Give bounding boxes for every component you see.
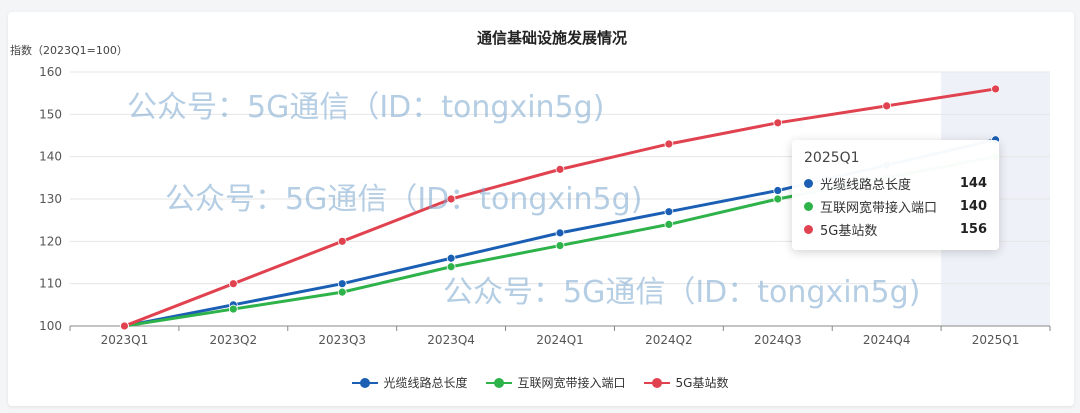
x-tick-label: 2024Q1	[536, 333, 584, 347]
data-point[interactable]	[882, 101, 892, 111]
legend-label: 光缆线路总长度	[383, 376, 468, 390]
chart-tooltip: 2025Q1 光缆线路总长度 144 互联网宽带接入端口 140 5G基站数 1…	[792, 140, 999, 250]
x-tick-label: 2023Q3	[318, 333, 366, 347]
tooltip-row: 光缆线路总长度 144	[804, 172, 987, 195]
data-point[interactable]	[120, 321, 129, 331]
y-tick-label: 120	[39, 234, 62, 248]
tooltip-series-value: 156	[959, 222, 987, 237]
y-axis-label: 指数（2023Q1=100）	[10, 43, 128, 57]
legend-label: 互联网宽带接入端口	[517, 376, 626, 390]
series-dot-icon	[804, 225, 813, 234]
legend-line-icon	[351, 377, 378, 388]
tooltip-series-value: 144	[959, 176, 987, 191]
x-tick-label: 2024Q4	[863, 333, 911, 347]
data-point[interactable]	[337, 287, 347, 297]
series-dot-icon	[804, 202, 813, 211]
tooltip-series-name: 光缆线路总长度	[820, 178, 912, 193]
x-tick-label: 2025Q1	[972, 333, 1020, 347]
x-tick-label: 2023Q2	[210, 333, 258, 347]
data-point[interactable]	[446, 262, 456, 272]
y-tick-label: 150	[39, 107, 62, 121]
tooltip-series-name: 互联网宽带接入端口	[820, 201, 938, 216]
data-point[interactable]	[337, 236, 347, 246]
data-point[interactable]	[337, 279, 347, 289]
chart-legend: 光缆线路总长度 互联网宽带接入端口 5G基站数	[0, 374, 1080, 391]
y-tick-label: 100	[39, 319, 62, 333]
tooltip-series-value: 140	[959, 199, 987, 214]
tooltip-row: 互联网宽带接入端口 140	[804, 195, 987, 218]
legend-line-icon	[485, 377, 512, 388]
data-point[interactable]	[446, 194, 456, 204]
y-tick-label: 110	[39, 277, 62, 291]
data-point[interactable]	[991, 84, 1000, 94]
y-tick-label: 160	[39, 65, 62, 79]
y-tick-label: 140	[39, 150, 62, 164]
data-point[interactable]	[555, 241, 565, 250]
series-dot-icon	[804, 179, 813, 188]
x-tick-label: 2024Q2	[645, 333, 693, 347]
watermark: 公众号：5G通信（ID：tongxin5g)	[165, 182, 643, 217]
data-point[interactable]	[773, 186, 783, 195]
tooltip-title: 2025Q1	[804, 150, 860, 166]
tooltip-row: 5G基站数 156	[804, 218, 987, 241]
data-point[interactable]	[773, 118, 783, 128]
x-tick-label: 2023Q4	[427, 333, 475, 347]
data-point[interactable]	[773, 194, 783, 204]
legend-line-icon	[643, 377, 670, 388]
tooltip-series-name: 5G基站数	[820, 224, 878, 239]
data-point[interactable]	[228, 279, 238, 289]
data-point[interactable]	[555, 228, 565, 238]
watermark: 公众号：5G通信（ID：tongxin5g)	[443, 275, 921, 310]
x-tick-label: 2023Q1	[101, 333, 149, 347]
legend-item-fiber[interactable]: 光缆线路总长度	[351, 374, 468, 391]
data-point[interactable]	[664, 139, 674, 149]
watermark: 公众号：5G通信（ID：tongxin5g)	[127, 90, 605, 125]
legend-item-5g[interactable]: 5G基站数	[643, 374, 729, 391]
y-tick-label: 130	[39, 192, 62, 206]
legend-item-broadband[interactable]: 互联网宽带接入端口	[485, 374, 626, 391]
data-point[interactable]	[555, 164, 565, 174]
data-point[interactable]	[664, 219, 674, 229]
data-point[interactable]	[664, 207, 674, 217]
legend-label: 5G基站数	[675, 376, 729, 390]
data-point[interactable]	[228, 304, 238, 314]
x-tick-label: 2024Q3	[754, 333, 802, 347]
chart-title: 通信基础设施发展情况	[477, 29, 627, 47]
data-point[interactable]	[446, 253, 456, 263]
